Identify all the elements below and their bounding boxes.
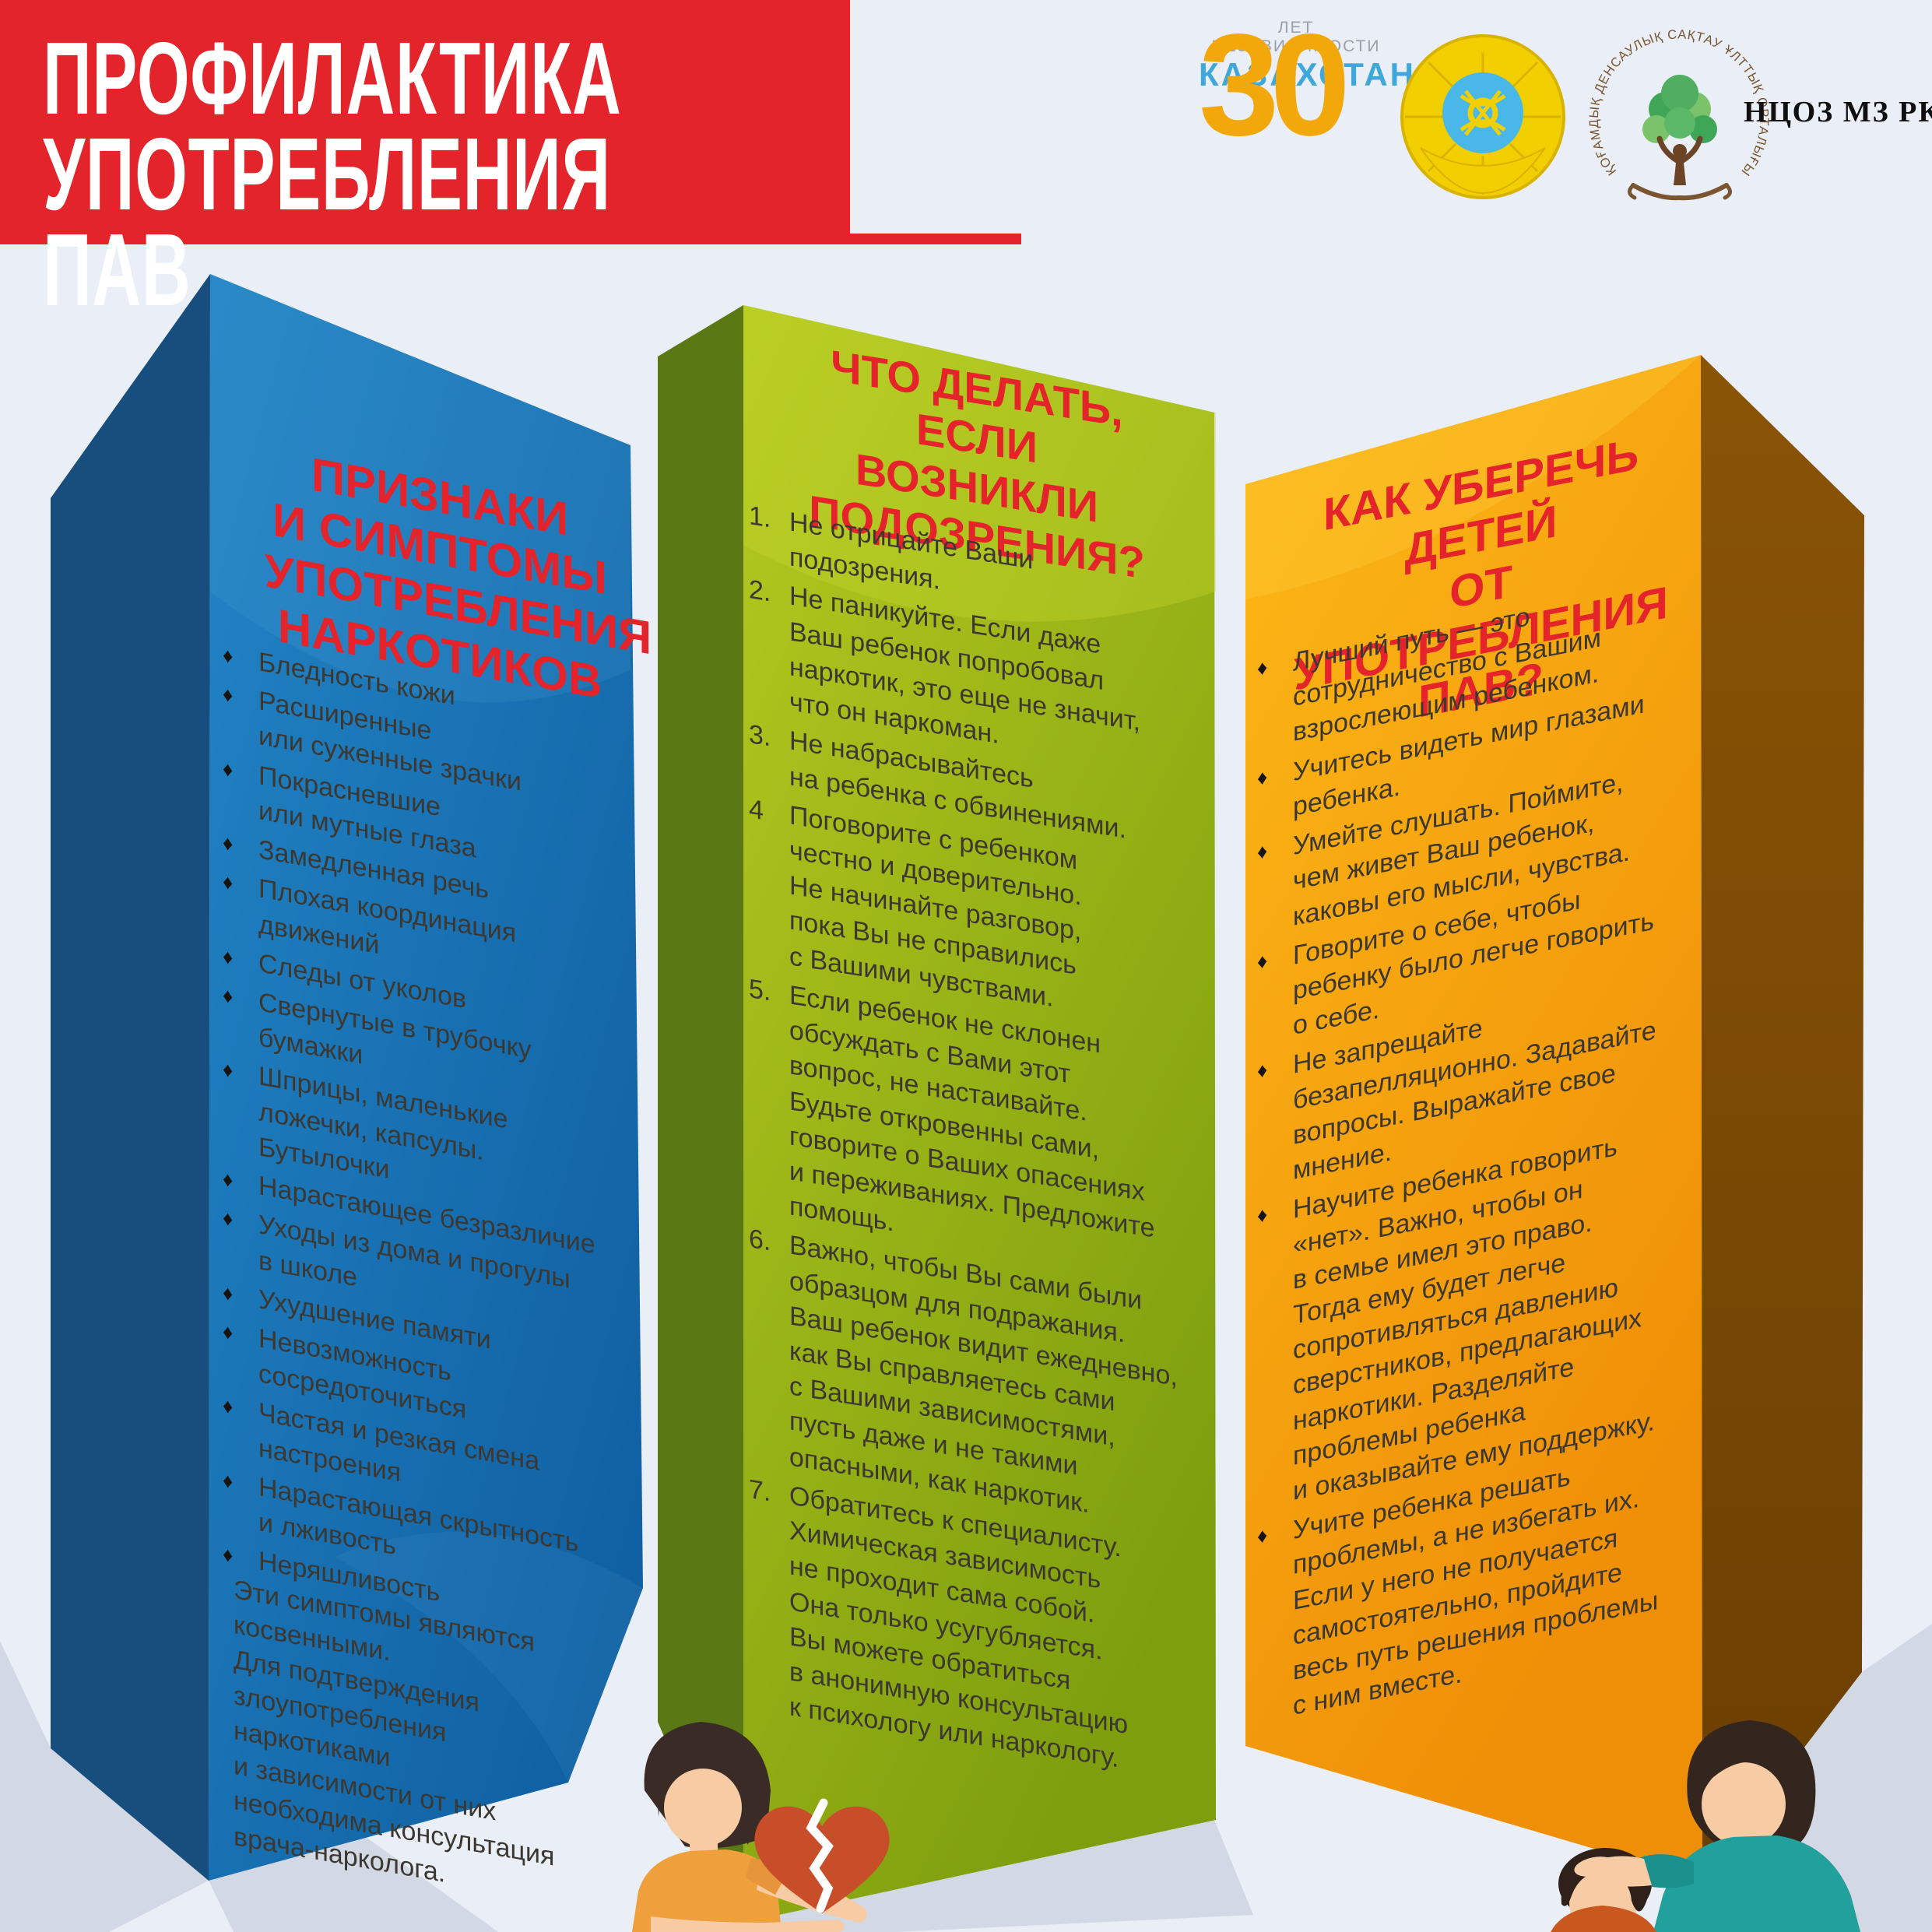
mother-and-son-illustration — [1551, 1720, 1860, 1932]
header-underline-bar — [0, 234, 1021, 244]
green-column — [658, 305, 1216, 1923]
woman-broken-heart-illustration — [632, 1722, 890, 1932]
kazakhstan-coat-of-arms-icon — [1400, 34, 1565, 199]
header-banner: ПРОФИЛАКТИКА УПОТРЕБЛЕНИЯ ПАВ — [0, 0, 850, 321]
blue-column-front-face — [209, 274, 643, 1881]
ncoz-label: НЦОЗ МЗ РК — [1744, 96, 1932, 128]
poster-title: ПРОФИЛАКТИКА УПОТРЕБЛЕНИЯ ПАВ — [43, 21, 622, 327]
green-column-side-face — [658, 305, 743, 1923]
anniversary-number: 30 — [1199, 5, 1351, 166]
health-center-logo: ҚОҒАМДЫҚ ДЕНСАУЛЫҚ САҚТАУ ҰЛТТЫҚ ОРТАЛЫҒ… — [1588, 27, 1770, 201]
blue-column — [51, 274, 643, 1881]
orange-column-side-face — [1701, 355, 1864, 1881]
anniversary-30-logo: 30 ЛЕТ НЕЗАВИСИМОСТИ КАЗАХСТАН — [1199, 13, 1416, 158]
anniversary-country: КАЗАХСТАН — [1199, 56, 1416, 93]
orange-column-front-face — [1245, 355, 1702, 1881]
orange-column — [1245, 355, 1864, 1881]
blue-column-side-face — [51, 274, 210, 1881]
tree-icon — [1628, 75, 1732, 201]
green-column-front-face — [743, 305, 1216, 1923]
anniversary-caption: ЛЕТ НЕЗАВИСИМОСТИ — [1211, 19, 1381, 55]
